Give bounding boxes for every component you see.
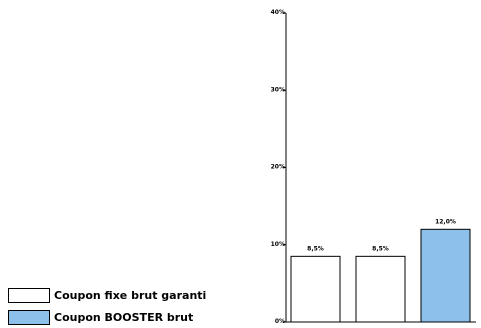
legend-label-fixe: Coupon fixe brut garanti (54, 288, 207, 302)
y-tick-label: 40% (271, 9, 285, 16)
y-tick-label: 30% (271, 86, 285, 93)
bars (290, 228, 471, 323)
legend-swatch-fixe (8, 287, 50, 303)
y-tick-label: 0% (275, 318, 285, 324)
y-tick-label: 10% (271, 241, 285, 248)
bar-value-label: 8,5% (307, 245, 324, 252)
bar (290, 255, 341, 323)
legend-label-booster: Coupon BOOSTER brut (54, 310, 194, 324)
y-tick-label: 20% (271, 164, 285, 171)
bar-value-label: 8,5% (372, 245, 389, 252)
legend: Coupon fixe brut garanti Coupon BOOSTER … (8, 284, 206, 328)
bar (420, 228, 471, 323)
bar (355, 255, 406, 323)
legend-item-booster: Coupon BOOSTER brut (8, 306, 206, 328)
legend-item-fixe: Coupon fixe brut garanti (8, 284, 206, 306)
data-labels: 8,5% 8,5% 12,0% (307, 218, 456, 252)
bar-value-label: 12,0% (435, 218, 456, 225)
legend-swatch-booster (8, 309, 50, 325)
